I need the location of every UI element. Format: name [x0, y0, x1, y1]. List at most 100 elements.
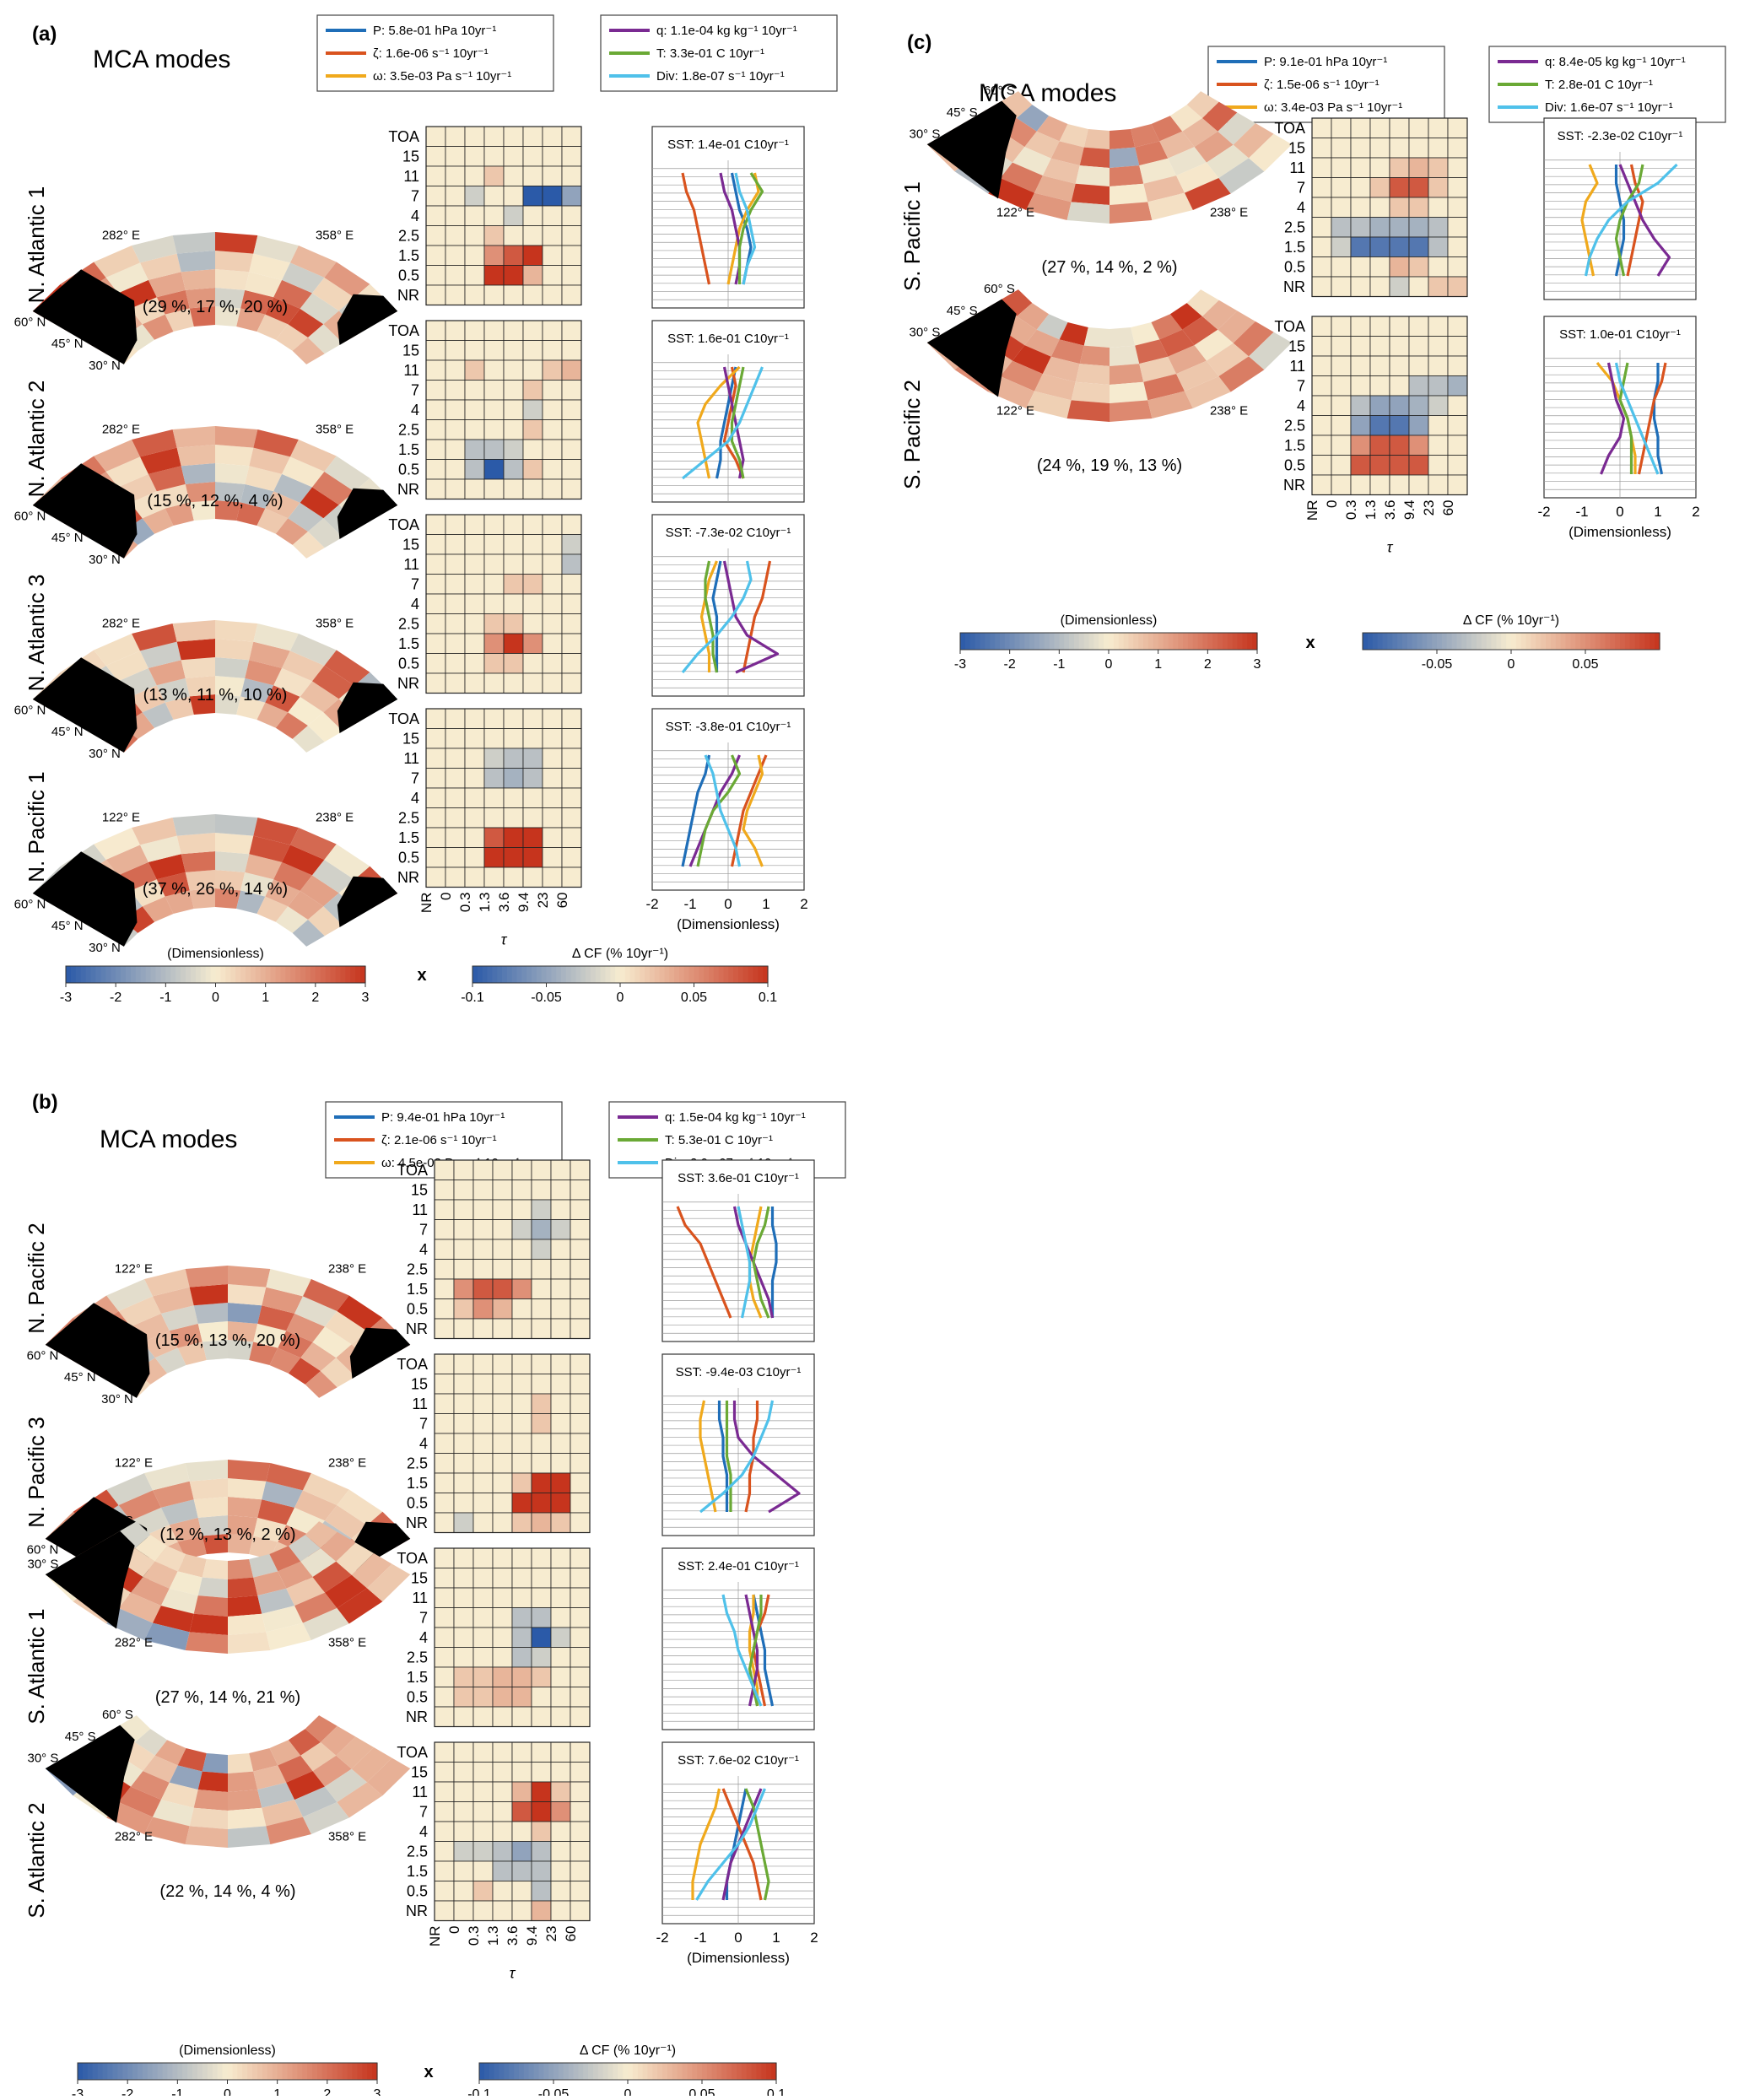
- cf-cell: [531, 1568, 552, 1589]
- cf-cell: [434, 1607, 455, 1628]
- map-cell: [1034, 374, 1076, 401]
- cf-cell: [503, 478, 524, 499]
- cf-cell: [472, 1627, 494, 1648]
- cf-cell: [464, 768, 485, 789]
- cf-cell: [434, 1259, 455, 1280]
- cf-cell: [445, 787, 466, 808]
- panel-label: (b): [32, 1091, 58, 1114]
- cf-cell: [492, 1607, 513, 1628]
- cf-cell: [1331, 395, 1352, 416]
- cf-cell: [561, 728, 582, 749]
- colorbar-segment: [1605, 633, 1611, 650]
- map-cell: [265, 297, 300, 325]
- cf-cell: [531, 1781, 552, 1802]
- profile-xtick: 0: [724, 896, 732, 912]
- colorbar-segment: [212, 2063, 219, 2080]
- cf-cell: [483, 419, 505, 440]
- map-cell: [228, 1577, 258, 1598]
- cf-cell: [434, 1353, 455, 1374]
- colorbar-segment: [1401, 633, 1408, 650]
- cf-cell: [1389, 355, 1410, 376]
- map-cell: [106, 1279, 153, 1311]
- colorbar-segment: [282, 2063, 289, 2080]
- cf-cell: [445, 419, 466, 440]
- colorbar-segment: [1073, 633, 1080, 650]
- cf-cell: [445, 672, 466, 694]
- cf-cell: [522, 186, 543, 207]
- colorbar-segment: [674, 966, 680, 983]
- cf-ytick: 0.5: [407, 1882, 428, 1899]
- cf-cell: [1350, 455, 1371, 476]
- colorbar-segment: [586, 966, 591, 983]
- colorbar-segment: [516, 966, 522, 983]
- map-cell: [253, 235, 299, 263]
- cf-ytick: 1.5: [398, 829, 419, 846]
- cf-cell: [542, 459, 563, 480]
- profile-line-q: [722, 560, 780, 674]
- cf-cell: [464, 419, 485, 440]
- cf-cell: [472, 1860, 494, 1881]
- cf-ytick: 1.5: [407, 1475, 428, 1492]
- sst-label: SST: 7.6e-02 C10yr⁻¹: [678, 1753, 799, 1768]
- map-cell: [308, 324, 343, 354]
- cf-cell: [503, 708, 524, 729]
- cf-cell: [550, 1801, 571, 1822]
- colorbar-segment: [1600, 633, 1606, 650]
- colorbar-tick-label: 1: [262, 991, 269, 1005]
- cf-cell: [464, 126, 485, 147]
- map-cell: [245, 466, 283, 492]
- cf-ytick: 1.5: [407, 1863, 428, 1880]
- colorbar-segment: [990, 633, 996, 650]
- map-cell: [165, 696, 194, 721]
- cf-cell: [542, 613, 563, 634]
- cf-ytick: 7: [419, 1609, 428, 1626]
- cf-cell: [472, 1568, 494, 1589]
- cf-cell: [511, 1353, 532, 1374]
- cf-cell: [464, 165, 485, 186]
- map-cell: [249, 1342, 278, 1366]
- colorbar-segment: [575, 966, 581, 983]
- cf-cell: [464, 728, 485, 749]
- cf-cell: [483, 748, 505, 769]
- colorbar-segment: [1655, 633, 1660, 650]
- colorbar-tick-label: 0.1: [759, 991, 777, 1005]
- cf-cell: [542, 245, 563, 266]
- cf-cell: [503, 165, 524, 186]
- colorbar-segment: [688, 966, 695, 983]
- colorbar-segment: [716, 2063, 723, 2080]
- map-cell: [1000, 289, 1033, 316]
- cf-cell: [1369, 177, 1390, 198]
- cf-cell: [425, 708, 446, 729]
- colorbar-segment: [607, 2063, 613, 2080]
- cf-cell: [445, 613, 466, 634]
- map-cell: [257, 1499, 295, 1525]
- lat-label: 60° N: [14, 703, 46, 717]
- map-cell: [1016, 105, 1050, 132]
- cf-cell: [1311, 455, 1332, 476]
- cf-cell: [472, 1547, 494, 1568]
- map-cell: [321, 1725, 356, 1756]
- cf-cell: [434, 1180, 455, 1201]
- map-cell: [1139, 158, 1177, 184]
- colorbar-segment: [1456, 633, 1462, 650]
- map-cell: [1207, 343, 1250, 377]
- cf-cell: [542, 186, 563, 207]
- cf-cell: [1311, 336, 1332, 357]
- colorbar-segment: [518, 2063, 525, 2080]
- colorbar-segment: [235, 966, 241, 983]
- cf-frame: [434, 1741, 591, 1922]
- map-cell: [144, 1463, 190, 1491]
- map-cell: [1176, 162, 1219, 193]
- cf-cell: [425, 633, 446, 654]
- colorbar-segment: [713, 966, 720, 983]
- cf-ytick: TOA: [388, 322, 419, 339]
- cf-cell: [1331, 276, 1352, 297]
- cf-cell: [522, 320, 543, 341]
- cf-cell: [492, 1841, 513, 1862]
- colorbar-segment: [1113, 633, 1120, 650]
- cf-cell: [434, 1900, 455, 1921]
- colorbar-segment: [205, 966, 212, 983]
- cf-cell: [561, 380, 582, 401]
- sst-label: SST: -2.3e-02 C10yr⁻¹: [1558, 129, 1683, 143]
